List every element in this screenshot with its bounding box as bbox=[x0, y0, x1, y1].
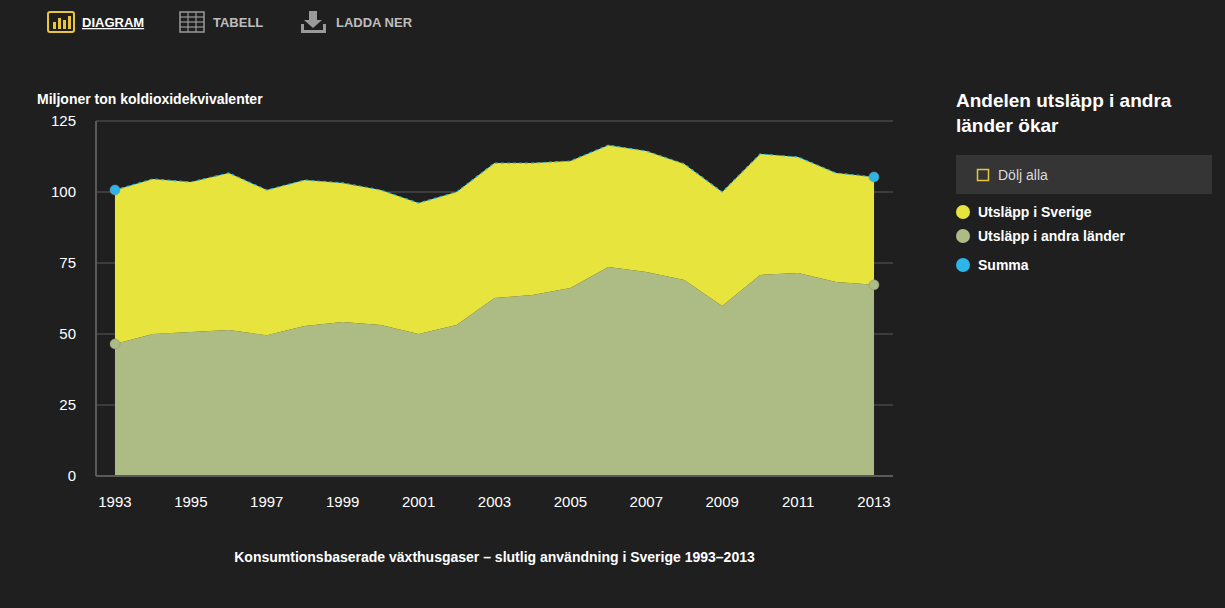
y-tick-label: 25 bbox=[59, 396, 76, 413]
x-tick-label: 2007 bbox=[630, 493, 663, 510]
y-tick-label: 0 bbox=[68, 467, 76, 484]
grid-line bbox=[96, 475, 893, 477]
legend-label[interactable]: Summa bbox=[978, 257, 1029, 273]
marker bbox=[110, 339, 120, 349]
y-tick-label: 50 bbox=[59, 325, 76, 342]
y-tick-label: 100 bbox=[51, 183, 76, 200]
toolbar-item[interactable]: LADDA NER bbox=[336, 15, 413, 30]
legend-swatch[interactable] bbox=[956, 205, 970, 219]
x-axis-line bbox=[96, 475, 893, 477]
grid-line bbox=[96, 120, 893, 122]
y-axis-line bbox=[95, 121, 97, 476]
diagram-icon[interactable] bbox=[48, 12, 74, 32]
marker bbox=[869, 280, 879, 290]
table-icon[interactable] bbox=[180, 12, 204, 32]
line bbox=[115, 145, 874, 203]
y-tick-label: 125 bbox=[51, 112, 76, 129]
legend-item[interactable]: Utsläpp i andra länder bbox=[956, 228, 1126, 244]
x-tick-label: 2011 bbox=[782, 493, 814, 510]
subtitle: Andelen utsläpp i andra länder ökar bbox=[956, 88, 1196, 138]
y-tick-label: 75 bbox=[59, 254, 76, 271]
x-tick-label: 1997 bbox=[250, 493, 283, 510]
toggle-checkbox[interactable] bbox=[978, 170, 989, 181]
marker bbox=[110, 185, 120, 195]
toolbar-item[interactable]: DIAGRAM bbox=[82, 15, 144, 30]
x-tick-label: 1999 bbox=[326, 493, 359, 510]
toolbar: DIAGRAM TABELL LADDA NER bbox=[48, 11, 413, 33]
grid bbox=[96, 121, 893, 476]
x-tick-label: 2013 bbox=[857, 493, 890, 510]
toggle-box[interactable] bbox=[956, 155, 1212, 194]
x-tick-label: 2005 bbox=[554, 493, 587, 510]
chart-title: Konsumtionsbaserade växthusgaser – slutl… bbox=[234, 549, 755, 565]
toggle-label[interactable]: Dölj alla bbox=[998, 167, 1048, 183]
legend-swatch[interactable] bbox=[956, 229, 970, 243]
x-tick-label: 1993 bbox=[98, 493, 131, 510]
x-tick-label: 1995 bbox=[174, 493, 207, 510]
toolbar-item[interactable]: TABELL bbox=[213, 15, 263, 30]
legend-label[interactable]: Utsläpp i Sverige bbox=[978, 204, 1092, 220]
y-axis-label: Miljoner ton koldioxidekvivalenter bbox=[37, 91, 263, 107]
area bbox=[115, 145, 874, 344]
legend-swatch[interactable] bbox=[956, 258, 970, 272]
legend-label[interactable]: Utsläpp i andra länder bbox=[978, 228, 1126, 244]
x-tick-label: 2003 bbox=[478, 493, 511, 510]
x-tick-label: 2009 bbox=[706, 493, 739, 510]
legend: Dölj alla Utsläpp i Sverige Utsläpp i andr… bbox=[956, 155, 1212, 273]
legend-item[interactable]: Summa bbox=[956, 257, 1029, 273]
marker bbox=[869, 172, 879, 182]
legend-item[interactable]: Utsläpp i Sverige bbox=[956, 204, 1092, 220]
download-icon[interactable] bbox=[301, 11, 326, 33]
x-tick-label: 2001 bbox=[402, 493, 435, 510]
markers bbox=[110, 172, 879, 349]
plot-area bbox=[115, 145, 874, 476]
